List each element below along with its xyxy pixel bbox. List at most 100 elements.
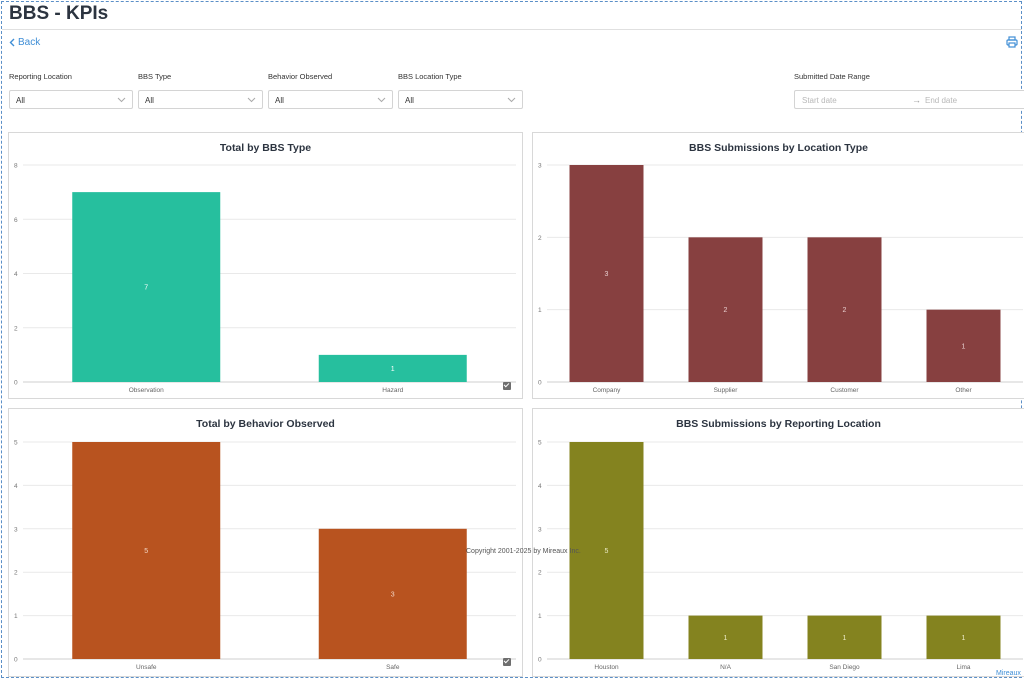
start-date-input[interactable]: Start date <box>802 96 837 105</box>
y-tick-label: 2 <box>538 570 542 577</box>
bbs-type-chart: 0 2 4 6 8 7 Observation 1 Hazard <box>14 163 516 394</box>
chart-toggle-checkbox[interactable] <box>503 658 511 666</box>
y-tick-label: 0 <box>538 657 542 664</box>
chart-title: BBS Submissions by Location Type <box>689 142 868 154</box>
x-tick-label: San Diego <box>829 664 860 671</box>
chevron-down-icon <box>117 97 126 103</box>
x-tick-label: Customer <box>830 387 859 394</box>
chart-toggle-checkbox[interactable] <box>503 382 511 390</box>
x-tick-label: Unsafe <box>136 664 157 671</box>
arrow-right-icon: → <box>912 95 921 105</box>
data-label: 7 <box>144 285 148 292</box>
y-tick-label: 5 <box>14 440 18 447</box>
behavior-observed-value: All <box>275 96 284 105</box>
bar-other[interactable] <box>926 309 1001 382</box>
y-tick-label: 0 <box>14 657 18 664</box>
chart-panel-behavior-observed: Total by Behavior Observed 0 1 2 3 4 5 5 Unsafe… <box>8 408 523 677</box>
bbs-type-value: All <box>145 96 154 105</box>
bar-lima[interactable] <box>926 615 1001 659</box>
y-tick-label: 0 <box>538 380 542 387</box>
x-tick-label: Other <box>955 387 972 394</box>
filter-label-reporting-location: Reporting Location <box>9 72 72 81</box>
data-label: 5 <box>605 548 609 555</box>
data-label: 1 <box>391 366 395 373</box>
chevron-down-icon <box>507 97 516 103</box>
chart-panel-reporting-location: BBS Submissions by Reporting Location 0 1… <box>532 408 1024 677</box>
y-tick-label: 1 <box>538 613 542 620</box>
x-tick-label: Houston <box>594 664 619 671</box>
y-tick-label: 2 <box>14 325 18 332</box>
x-tick-label: Hazard <box>382 387 403 394</box>
data-label: 3 <box>605 271 609 278</box>
filter-label-date-range: Submitted Date Range <box>794 72 870 81</box>
filter-label-bbs-type: BBS Type <box>138 72 172 81</box>
y-tick-label: 6 <box>14 217 18 224</box>
chart-panel-bbs-type: Total by BBS Type 0 2 4 6 8 7 Observation 1 Haza… <box>8 132 523 399</box>
bar-supplier[interactable] <box>688 237 763 382</box>
bbs-location-type-value: All <box>405 96 414 105</box>
bar-customer[interactable] <box>807 237 882 382</box>
x-tick-label: Supplier <box>714 387 739 394</box>
data-label: 1 <box>724 635 728 642</box>
y-tick-label: 4 <box>14 483 18 490</box>
y-tick-label: 5 <box>538 440 542 447</box>
y-tick-label: 3 <box>538 163 542 170</box>
data-label: 3 <box>391 591 395 598</box>
behavior-observed-chart: 0 1 2 3 4 5 5 Unsafe 3 Safe <box>14 440 516 671</box>
data-label: 1 <box>843 635 847 642</box>
bar-hazard[interactable] <box>318 354 467 382</box>
y-tick-label: 2 <box>14 570 18 577</box>
chart-panel-location-type: BBS Submissions by Location Type 0 1 2 3 3 Co… <box>532 132 1024 399</box>
behavior-observed-select[interactable]: All <box>268 90 393 109</box>
y-tick-label: 3 <box>14 526 18 533</box>
data-label: 1 <box>962 635 966 642</box>
filter-label-bbs-location-type: BBS Location Type <box>398 72 462 81</box>
back-link-label: Back <box>18 37 41 48</box>
filter-label-behavior-observed: Behavior Observed <box>268 72 333 81</box>
chevron-left-icon <box>9 38 15 47</box>
reporting-location-chart: 0 1 2 3 4 5 5 Houston 1 N/A 1 San Diego 1 Lima <box>538 440 1023 671</box>
x-tick-label: N/A <box>720 664 732 671</box>
data-label: 5 <box>144 548 148 555</box>
x-tick-label: Observation <box>129 387 164 394</box>
chevron-down-icon <box>377 97 386 103</box>
copyright-text: Copyright 2001-2025 by Mireaux Inc. <box>466 548 581 555</box>
y-tick-label: 4 <box>14 271 18 278</box>
printer-icon[interactable] <box>1006 36 1018 48</box>
x-tick-label: Lima <box>956 664 970 671</box>
bar-safe[interactable] <box>318 528 467 659</box>
bbs-type-select[interactable]: All <box>138 90 263 109</box>
y-tick-label: 8 <box>14 163 18 170</box>
y-tick-label: 1 <box>538 307 542 314</box>
data-label: 2 <box>843 307 847 314</box>
bar-company[interactable] <box>569 165 644 382</box>
data-label: 2 <box>724 307 728 314</box>
x-tick-label: Company <box>593 387 622 394</box>
date-range-picker[interactable]: Start date → End date <box>794 90 1024 109</box>
chevron-down-icon <box>247 97 256 103</box>
y-tick-label: 0 <box>14 380 18 387</box>
brand-link[interactable]: Mireaux <box>996 670 1021 677</box>
chart-title: BBS Submissions by Reporting Location <box>676 418 881 430</box>
x-tick-label: Safe <box>386 664 400 671</box>
chart-title: Total by BBS Type <box>219 142 312 154</box>
y-tick-label: 2 <box>538 235 542 242</box>
location-type-chart: 0 1 2 3 3 Company 2 Supplier 2 Customer 1 Other <box>538 163 1023 394</box>
reporting-location-select[interactable]: All <box>9 90 133 109</box>
bbs-location-type-select[interactable]: All <box>398 90 523 109</box>
back-link[interactable]: Back <box>9 37 40 48</box>
y-tick-label: 3 <box>538 526 542 533</box>
bar-houston[interactable] <box>569 442 644 659</box>
data-label: 1 <box>962 343 966 350</box>
end-date-input[interactable]: End date <box>925 96 958 105</box>
bar-observation[interactable] <box>72 192 221 382</box>
y-tick-label: 1 <box>14 613 18 620</box>
bar-san-diego[interactable] <box>807 615 882 659</box>
title-divider <box>2 29 1022 30</box>
reporting-location-value: All <box>16 96 25 105</box>
bar-n-a[interactable] <box>688 615 763 659</box>
bar-unsafe[interactable] <box>72 442 221 659</box>
y-tick-label: 4 <box>538 483 542 490</box>
chart-title: Total by Behavior Observed <box>196 418 335 430</box>
page-title: BBS - KPIs <box>9 3 109 24</box>
